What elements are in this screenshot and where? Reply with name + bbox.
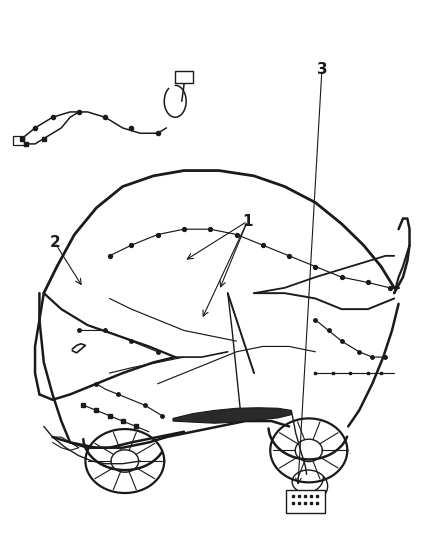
- FancyBboxPatch shape: [286, 490, 325, 513]
- FancyBboxPatch shape: [13, 135, 25, 145]
- Text: 3: 3: [317, 62, 327, 77]
- Text: 1: 1: [242, 214, 253, 229]
- FancyBboxPatch shape: [175, 71, 193, 83]
- Text: 2: 2: [49, 235, 60, 250]
- Polygon shape: [173, 408, 291, 423]
